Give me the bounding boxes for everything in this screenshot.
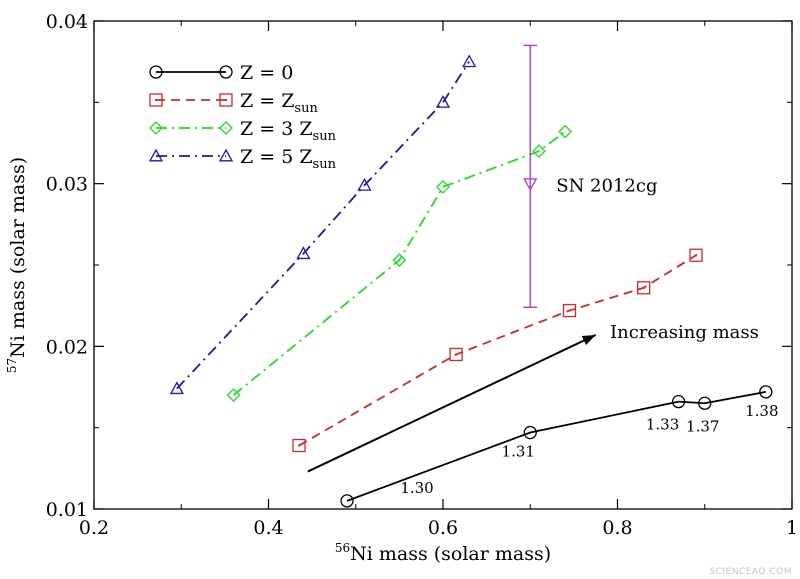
square-marker-dot (642, 286, 645, 289)
legend-label: Z = 0 (240, 62, 293, 84)
data-point-diamond (226, 388, 241, 403)
data-point-triangle (218, 148, 234, 162)
series-line (298, 254, 697, 447)
data-point-circle (759, 385, 773, 399)
y-axis-label: 57Ni mass (solar mass) (5, 157, 29, 373)
legend-item-0: Z = 0 (149, 62, 293, 84)
data-point-circle (671, 394, 686, 409)
y-tick-label: 0.01 (46, 499, 88, 521)
legend-label-subscript: sun (294, 101, 318, 116)
legend-item-1: Z = Zsun (149, 90, 318, 116)
legend-label-main: Z = 5 Z (240, 146, 313, 168)
series-layer: 1.30 1.31 1.33 1.37 1.38 (169, 54, 779, 508)
watermark: SCIENCEAQ.COM (709, 567, 792, 577)
x-axis-label-text: Ni mass (solar mass) (350, 543, 551, 565)
annotation-label: Increasing mass (610, 322, 759, 343)
x-tick-label: 0.4 (253, 517, 283, 539)
point-label: 1.37 (686, 417, 719, 435)
y-axis-label-text: Ni mass (solar mass) (7, 157, 29, 358)
legend-label: Z = 3 Zsun (240, 118, 337, 144)
square-marker-outline (562, 303, 577, 318)
x-tick-label: 0.2 (79, 517, 109, 539)
x-tick-label: 1 (786, 517, 798, 539)
data-point-triangle (169, 381, 184, 395)
plot-frame (93, 20, 793, 510)
square-marker-outline (292, 438, 306, 453)
data-point-diamond (558, 124, 573, 139)
data-point-circle (698, 396, 712, 410)
arrow-head (581, 334, 596, 346)
x-tick-label: 0.6 (428, 517, 458, 539)
data-point-square (149, 93, 163, 107)
data-point-diamond (532, 144, 546, 159)
data-point-square (562, 303, 577, 318)
data-point-triangle (462, 54, 477, 68)
series-line (176, 61, 470, 390)
point-label: 1.31 (502, 443, 535, 461)
legend-label: Z = Zsun (240, 90, 318, 116)
data-point-circle (523, 425, 537, 440)
x-axis-label: 56Ni mass (solar mass) (335, 541, 551, 565)
legend-label-subscript: sun (313, 157, 337, 172)
data-point-triangle (435, 94, 451, 108)
data-point-diamond (392, 253, 407, 268)
data-point-square (219, 93, 233, 107)
y-axis-label-superscript: 57 (5, 358, 19, 373)
legend-item-2: Z = 3 Zsun (149, 118, 337, 144)
square-marker-dot (455, 353, 458, 356)
data-point-square (637, 281, 651, 295)
data-point-triangle (148, 148, 164, 162)
square-marker-dot (695, 254, 698, 257)
data-point-circle (340, 494, 354, 508)
series-2 (226, 124, 573, 403)
square-marker-dot (568, 309, 571, 312)
series-0: 1.30 1.31 1.33 1.37 1.38 (340, 385, 779, 508)
y-tick-label: 0.03 (46, 174, 88, 196)
point-label: 1.30 (400, 479, 433, 497)
legend-label-main: Z = 3 Z (240, 118, 313, 140)
square-marker-outline (219, 93, 233, 107)
data-point-triangle (296, 246, 311, 260)
square-marker-outline (449, 347, 463, 362)
y-axis: 0.01 0.02 0.03 0.04 (46, 11, 792, 521)
annotation-increasing-mass: Increasing mass (307, 322, 759, 473)
legend-item-3: Z = 5 Zsun (148, 146, 337, 172)
series-3 (169, 54, 477, 395)
data-point-triangle-down (523, 178, 538, 192)
observation-label: SN 2012cg (556, 176, 657, 197)
data-point-circle (149, 65, 163, 79)
x-axis-label-superscript: 56 (335, 541, 350, 555)
square-marker-dot (298, 444, 301, 447)
y-tick-label: 0.04 (46, 11, 88, 33)
square-marker-outline (637, 281, 651, 295)
series-line (346, 390, 766, 502)
square-marker-outline (689, 248, 703, 262)
point-label: 1.38 (745, 402, 778, 420)
data-point-triangle (357, 177, 372, 191)
data-point-square (449, 347, 463, 362)
data-point-diamond (219, 121, 233, 135)
square-marker-outline (149, 93, 163, 107)
x-tick-label: 0.8 (602, 517, 632, 539)
square-marker-dot (155, 99, 157, 101)
point-label: 1.33 (646, 416, 679, 434)
arrow-shaft (307, 334, 597, 473)
y-tick-label: 0.02 (46, 336, 88, 358)
data-point-diamond (149, 121, 163, 135)
legend-label: Z = 5 Zsun (240, 146, 337, 172)
series-line (233, 130, 566, 396)
data-point-square (292, 438, 306, 453)
legend-label-main: Z = 0 (240, 62, 293, 84)
series-1 (292, 248, 703, 453)
data-point-diamond (436, 180, 450, 194)
square-marker-dot (225, 99, 227, 101)
legend-label-main: Z = Z (240, 90, 294, 112)
legend-label-subscript: sun (313, 129, 337, 144)
data-point-square (689, 248, 703, 262)
data-point-circle (219, 65, 233, 79)
x-axis: 0.2 0.4 0.6 0.8 1 (79, 21, 798, 539)
observation-sn2012cg: SN 2012cg (523, 44, 657, 308)
